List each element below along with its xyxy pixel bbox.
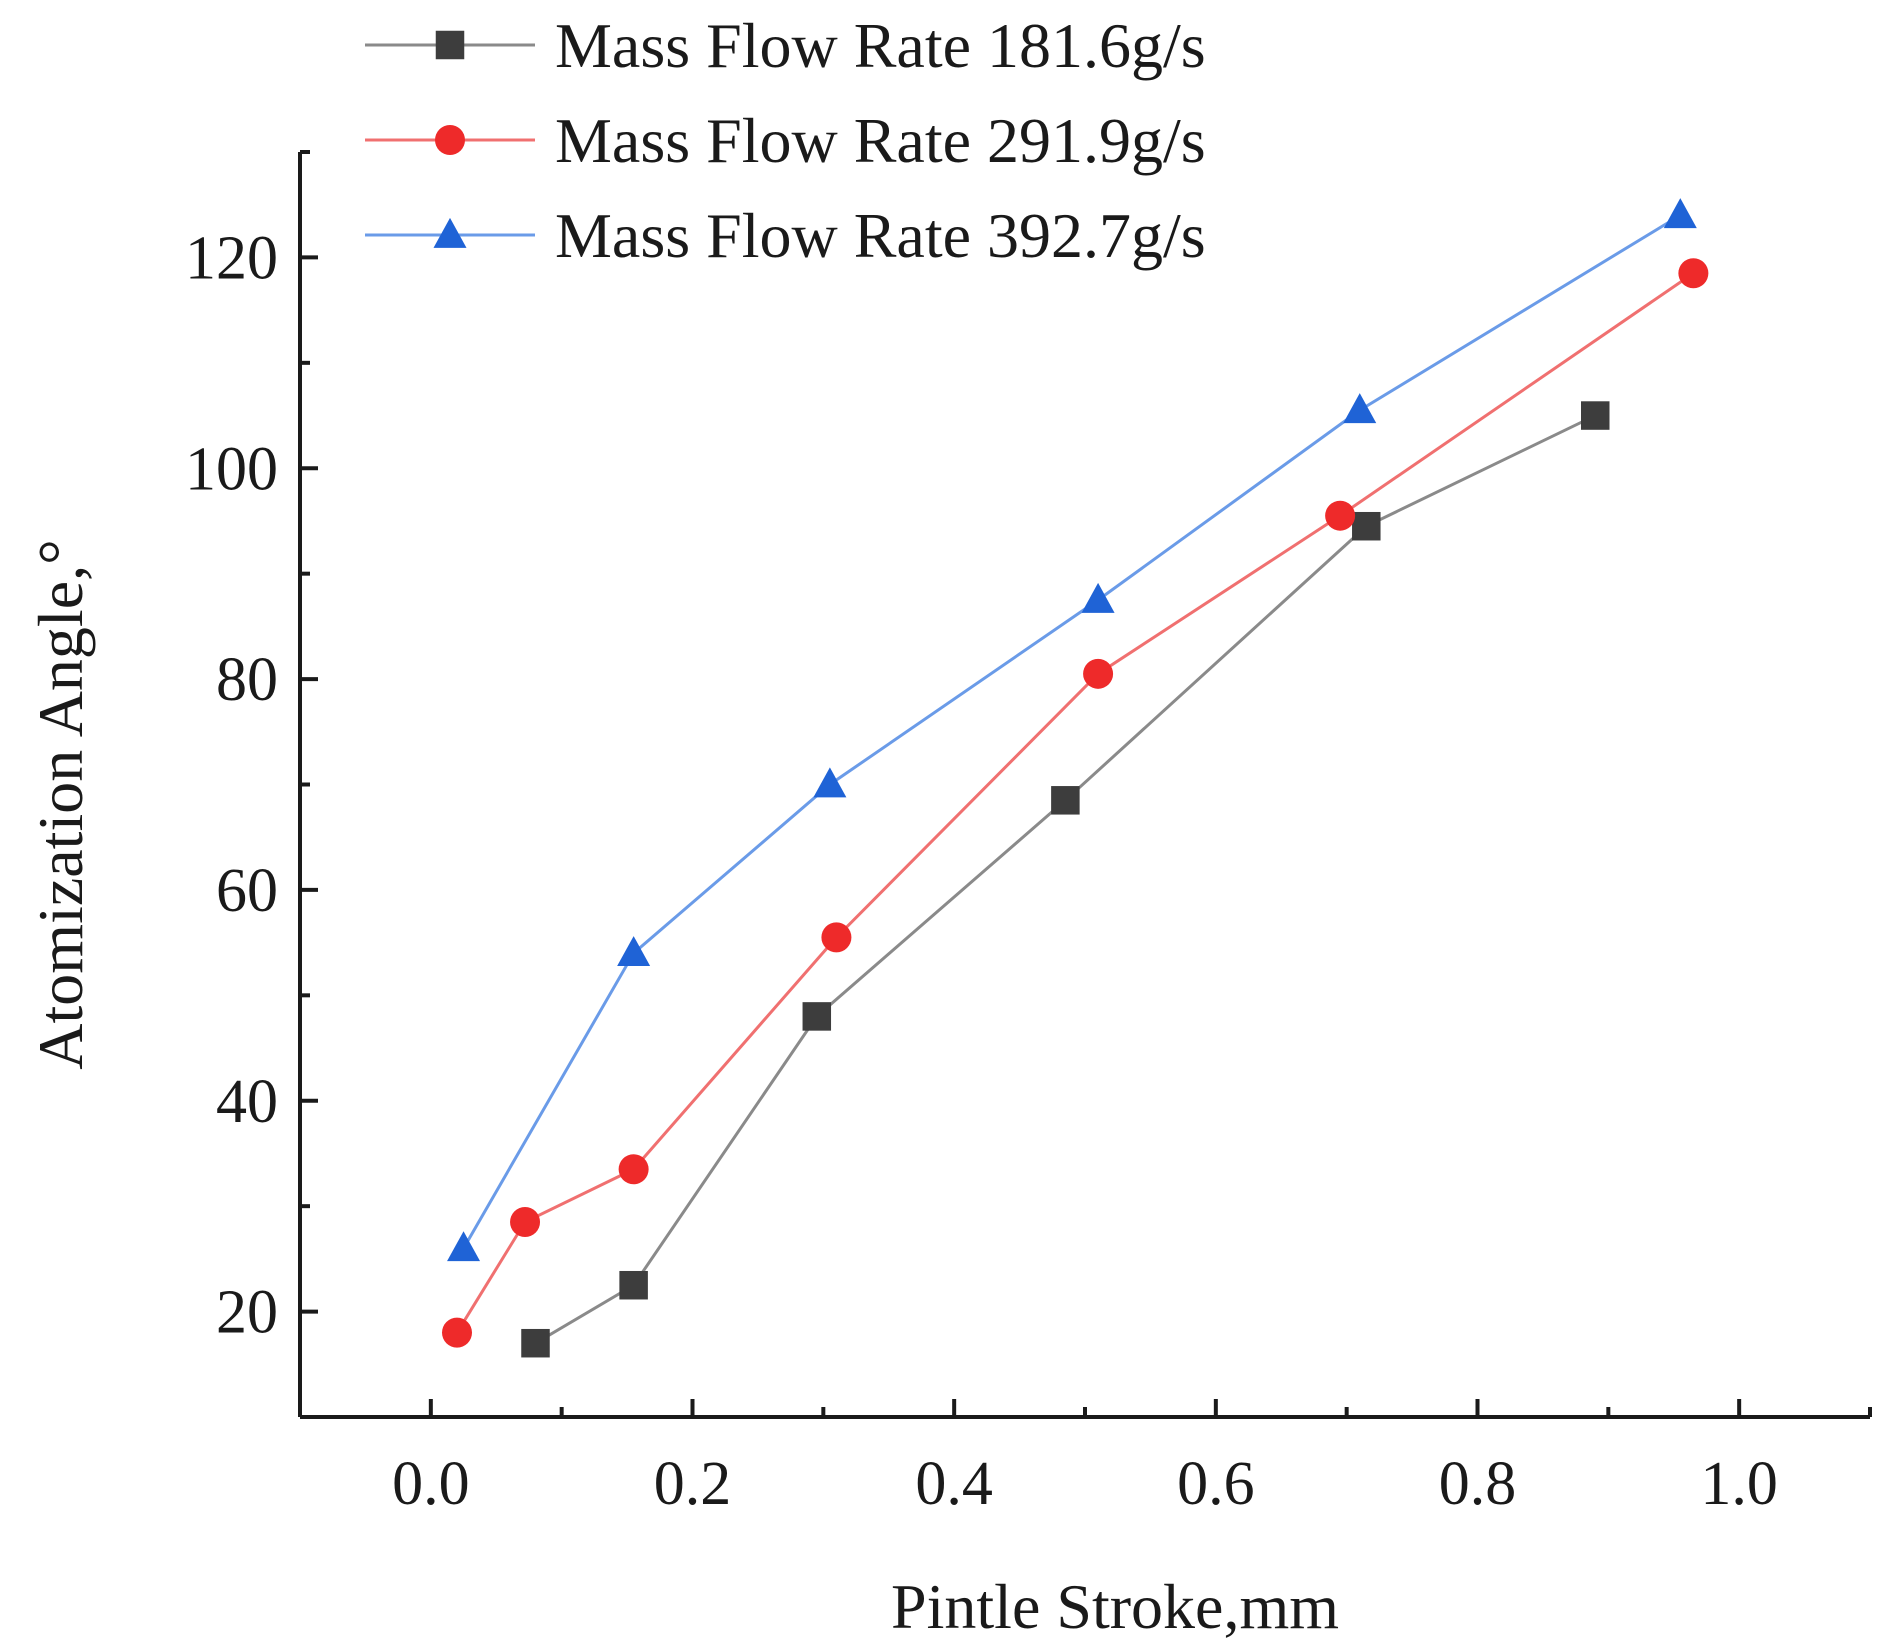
- legend-label: Mass Flow Rate 181.6g/s: [555, 10, 1206, 81]
- x-tick-label: 0.4: [915, 1450, 993, 1518]
- legend-marker-triangle: [433, 217, 467, 248]
- legend-item: Mass Flow Rate 181.6g/s: [365, 10, 1206, 81]
- data-point-circle: [1678, 258, 1709, 289]
- x-tick-label: 0.0: [392, 1450, 470, 1518]
- y-tick-label: 80: [216, 646, 278, 714]
- data-point-triangle: [1343, 393, 1377, 424]
- data-point-circle: [1325, 500, 1356, 531]
- legend-label: Mass Flow Rate 291.9g/s: [555, 105, 1206, 176]
- legend-label: Mass Flow Rate 392.7g/s: [555, 200, 1206, 271]
- legend-marker-circle: [435, 125, 465, 155]
- legend: Mass Flow Rate 181.6g/s Mass Flow Rate 29…: [365, 10, 1206, 271]
- y-axis-title: Atomization Angle,°: [25, 539, 96, 1069]
- x-tick-label: 0.6: [1177, 1450, 1255, 1518]
- legend-item: Mass Flow Rate 392.7g/s: [365, 200, 1206, 271]
- series-line: [534, 414, 1596, 1345]
- y-tick-label: 20: [216, 1279, 278, 1347]
- data-point-square: [1352, 511, 1381, 541]
- series-circle: [442, 258, 1709, 1348]
- data-point-triangle: [1663, 198, 1697, 229]
- data-point-square: [1581, 401, 1610, 430]
- legend-marker-square: [435, 30, 465, 60]
- data-point-triangle: [447, 1231, 481, 1262]
- x-ticks: 0.0 0.2 0.4 0.6 0.8 1.0: [298, 1399, 1872, 1518]
- legend-item: Mass Flow Rate 291.9g/s: [365, 105, 1206, 176]
- x-axis-title: Pintle Stroke,mm: [891, 1571, 1339, 1642]
- data-point-square: [521, 1328, 550, 1358]
- data-point-triangle: [1081, 582, 1115, 613]
- data-point-square: [619, 1270, 648, 1300]
- y-tick-label: 100: [185, 435, 278, 503]
- series-square: [521, 401, 1610, 1358]
- series-layer: [442, 198, 1709, 1358]
- x-tick-label: 0.8: [1439, 1450, 1517, 1518]
- y-ticks: 20 40 60 80 100 120: [185, 150, 318, 1347]
- series-line: [462, 213, 1682, 1250]
- y-tick-label: 120: [185, 224, 278, 292]
- data-point-square: [802, 1002, 832, 1031]
- x-tick-label: 1.0: [1700, 1450, 1778, 1518]
- data-point-circle: [1083, 658, 1114, 689]
- y-tick-label: 60: [216, 857, 278, 925]
- y-tick-label: 40: [216, 1068, 278, 1136]
- data-point-circle: [618, 1154, 649, 1185]
- data-point-circle: [442, 1317, 472, 1348]
- data-point-triangle: [813, 767, 847, 798]
- axes: 20 40 60 80 100 120 0.0 0.2 0.4 0.6 0.8 1.0: [185, 150, 1872, 1518]
- series-triangle: [447, 198, 1697, 1262]
- data-point-square: [1051, 786, 1080, 815]
- data-point-circle: [510, 1206, 541, 1237]
- data-point-triangle: [617, 936, 651, 966]
- x-tick-label: 0.2: [654, 1450, 732, 1518]
- data-point-circle: [821, 922, 852, 953]
